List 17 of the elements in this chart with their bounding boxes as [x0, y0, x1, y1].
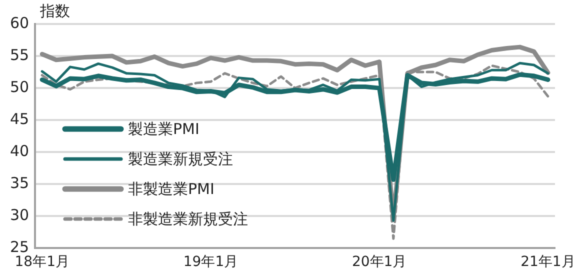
y-tick-label: 25 — [10, 238, 30, 256]
y-tick-label: 30 — [10, 206, 30, 224]
legend-label: 製造業PMI — [128, 119, 200, 140]
x-tick-label: 19年1月 — [183, 254, 238, 270]
y-axis-title: 指数 — [40, 2, 70, 21]
x-tick-label: 20年1月 — [352, 254, 407, 270]
x-tick-label: 18年1月 — [14, 254, 70, 270]
y-tick-label: 60 — [10, 14, 30, 32]
y-tick-label: 35 — [10, 174, 30, 192]
y-tick-label: 50 — [10, 78, 30, 96]
y-tick-label: 40 — [10, 142, 30, 160]
legend-label: 非製造業PMI — [128, 179, 214, 200]
y-tick-label: 55 — [10, 46, 30, 64]
x-tick-label: 21年1月 — [520, 254, 576, 270]
legend-label: 製造業新規受注 — [128, 149, 233, 170]
y-tick-label: 45 — [10, 110, 30, 128]
legend-label: 非製造業新規受注 — [128, 209, 248, 230]
